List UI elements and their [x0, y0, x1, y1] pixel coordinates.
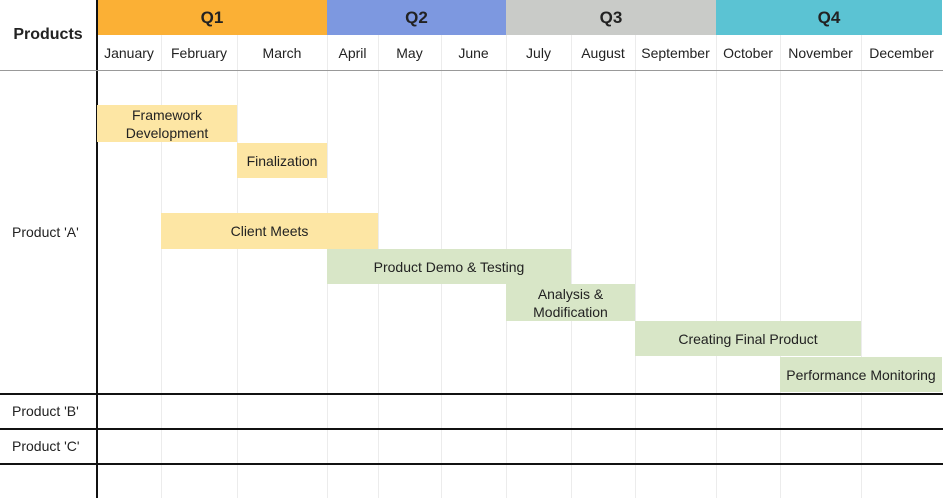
month-label: August — [581, 44, 625, 61]
task-bar: Analysis & Modification — [506, 284, 635, 321]
task-bar: Finalization — [237, 143, 327, 178]
product-row-label: Product 'A' — [12, 223, 79, 240]
task-bar: Creating Final Product — [635, 321, 861, 356]
month-gridline — [237, 35, 238, 498]
quarter-header-q2: Q2 — [327, 0, 506, 35]
quarter-header-q3: Q3 — [506, 0, 716, 35]
month-gridline — [571, 35, 572, 498]
product-row-divider — [0, 463, 943, 465]
task-bar-label: Analysis & Modification — [533, 285, 608, 320]
month-gridline — [780, 35, 781, 498]
product-row-label: Product 'C' — [12, 437, 80, 454]
quarter-header-q4: Q4 — [716, 0, 942, 35]
month-label: May — [396, 44, 423, 61]
task-bar: Client Meets — [161, 213, 378, 249]
task-bar-label: Framework Development — [125, 106, 209, 141]
month-label: March — [262, 44, 302, 61]
month-label: December — [869, 44, 934, 61]
header-divider — [0, 70, 943, 71]
products-column-header: Products — [13, 26, 83, 43]
month-gridline — [161, 35, 162, 498]
month-label: July — [526, 44, 551, 61]
product-row-label: Product 'B' — [12, 402, 79, 419]
month-label: April — [338, 44, 367, 61]
task-bar: Framework Development — [97, 105, 237, 142]
product-row-divider — [0, 428, 943, 430]
task-bar: Product Demo & Testing — [327, 249, 571, 284]
month-label: February — [170, 44, 228, 61]
task-bar: Performance Monitoring — [780, 357, 942, 392]
month-label: October — [723, 44, 773, 61]
month-gridline — [635, 35, 636, 498]
quarter-header-q1: Q1 — [97, 0, 327, 35]
month-gridline — [861, 35, 862, 498]
product-row-divider — [0, 393, 943, 395]
month-label: September — [641, 44, 710, 61]
month-label: January — [104, 44, 154, 61]
month-label: June — [458, 44, 489, 61]
month-label: November — [788, 44, 853, 61]
product-column-divider — [96, 0, 98, 498]
month-gridline — [716, 35, 717, 498]
